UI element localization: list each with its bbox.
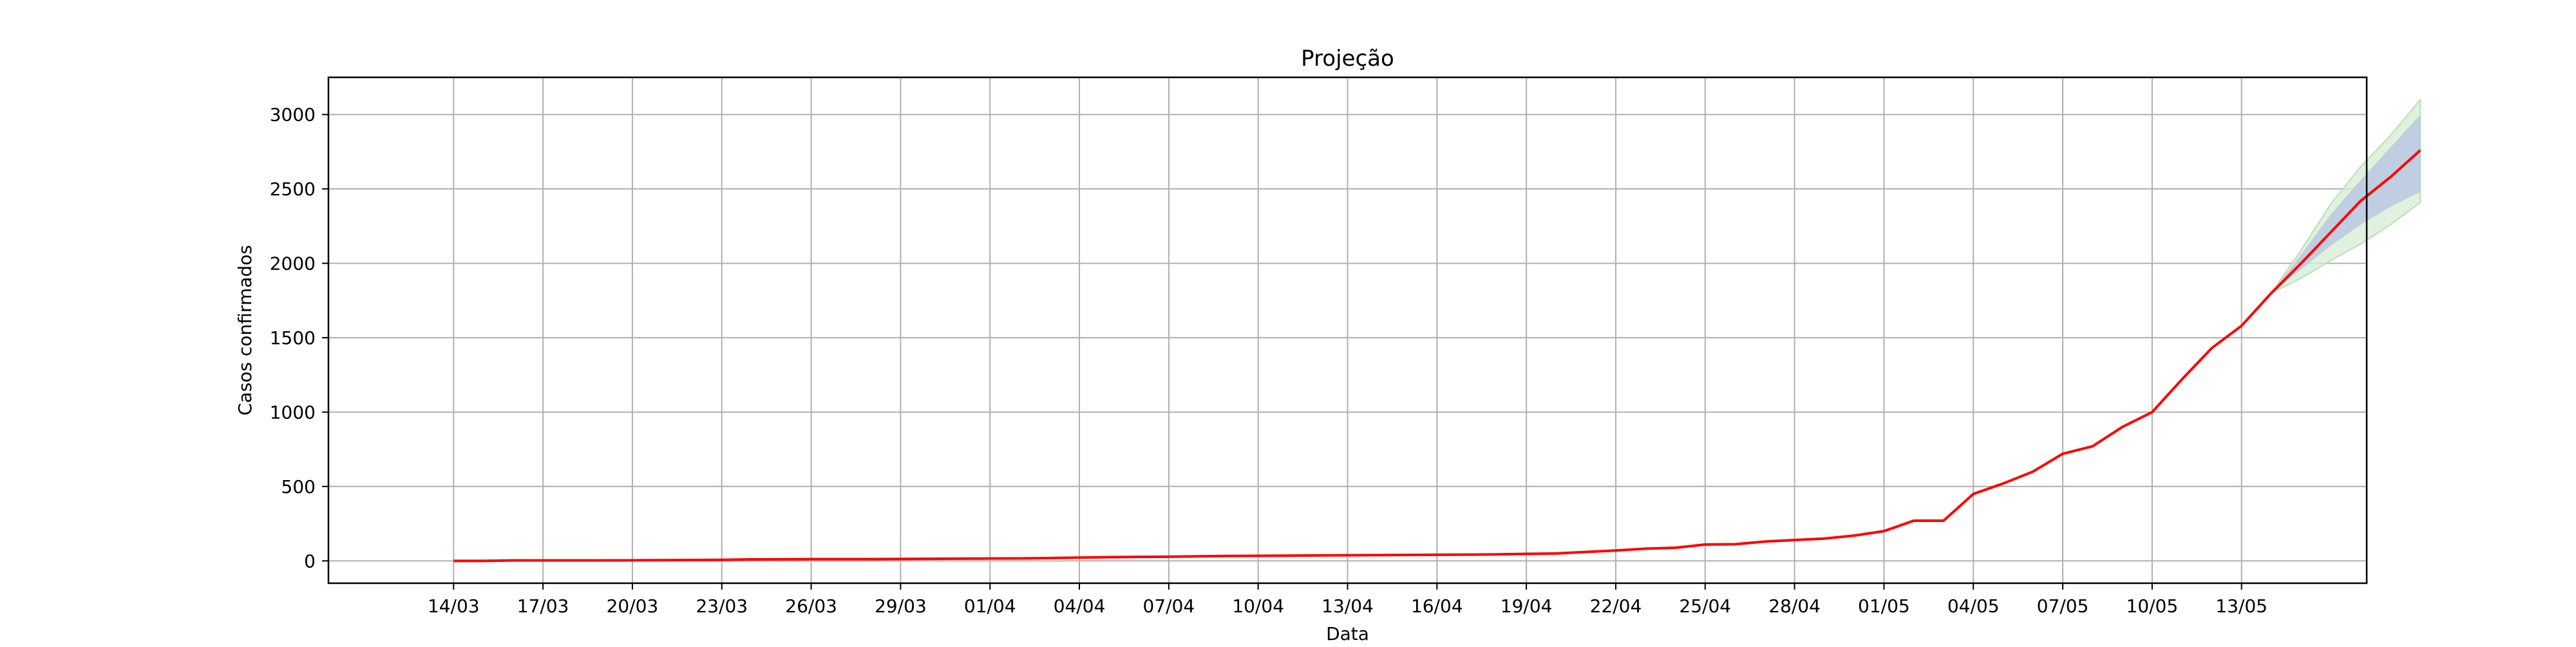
x-tick-label: 14/03 [428,595,480,617]
x-tick-label: 23/03 [696,595,748,617]
x-tick-label: 20/03 [607,595,659,617]
x-tick-label: 17/03 [517,595,569,617]
x-tick-label: 16/04 [1411,595,1463,617]
y-tick-label: 2000 [270,253,316,275]
y-tick-label: 0 [304,550,316,572]
x-tick-label: 07/04 [1143,595,1195,617]
x-tick-label: 10/04 [1232,595,1284,617]
x-tick-label: 07/05 [2037,595,2089,617]
x-tick-label: 04/05 [1947,595,2000,617]
x-tick-label: 26/03 [785,595,837,617]
projection-inner-band [2271,114,2421,293]
x-tick-label: 13/04 [1321,595,1374,617]
y-tick-label: 1000 [270,401,316,423]
series-line-layer [453,149,2421,563]
x-tick-label: 22/04 [1590,595,1642,617]
y-tick-label: 3000 [270,104,316,126]
x-tick-label: 13/05 [2215,595,2268,617]
y-tick-label: 2500 [270,179,316,200]
x-tick-label: 19/04 [1501,595,1553,617]
x-tick-label: 01/05 [1858,595,1910,617]
x-tick-label: 29/03 [875,595,927,617]
x-tick-label: 04/04 [1054,595,1106,617]
y-tick-label: 500 [281,476,316,497]
y-tick-label: 1500 [270,327,316,349]
x-tick-label: 01/04 [964,595,1016,617]
series-line [453,149,2421,563]
chart-title: Projeção [1301,46,1394,72]
projection-bands [2271,97,2421,294]
x-tick-label: 28/04 [1768,595,1821,617]
x-tick-label: 25/04 [1679,595,1731,617]
x-axis-label: Data [1326,623,1369,644]
x-tick-label: 10/05 [2126,595,2178,617]
grid-layer [328,77,2367,583]
y-axis-label: Casos confirmados [234,245,256,416]
tick-layer: 14/03 17/03 20/03 23/03 26/03 29/03 01/04 04/04… [270,104,2268,617]
